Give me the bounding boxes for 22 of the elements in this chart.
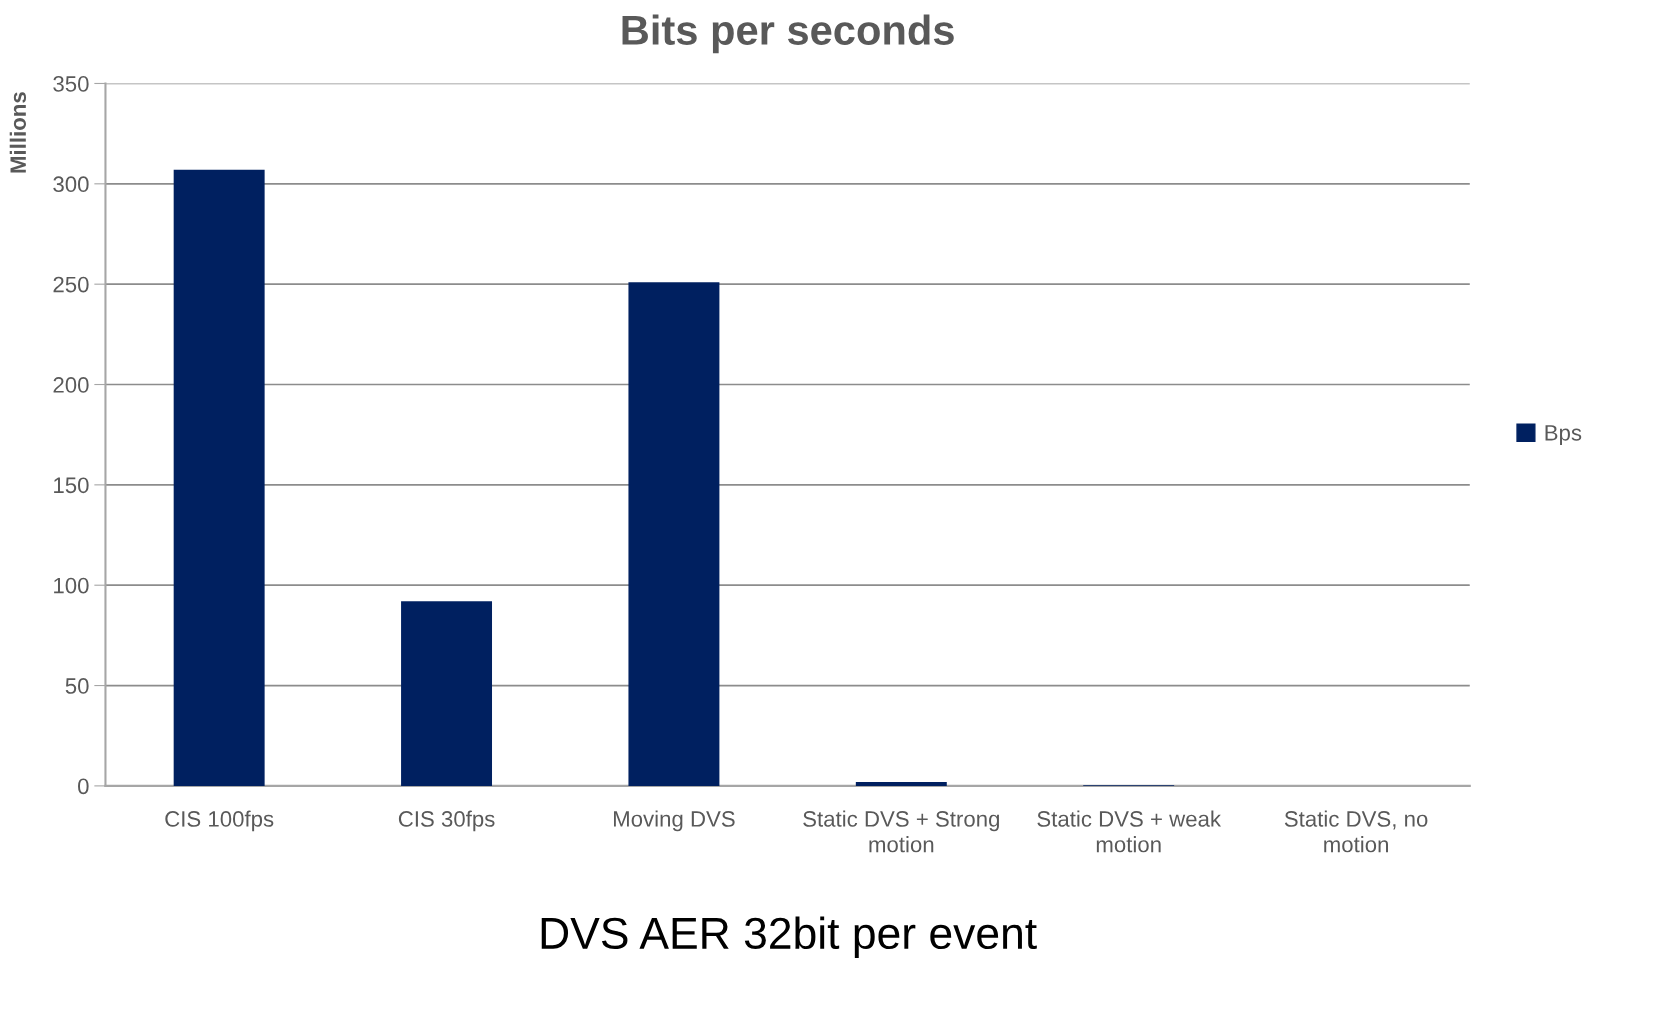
x-axis-title: DVS AER 32bit per event	[541, 916, 1037, 958]
legend-label: Bps	[1545, 425, 1582, 446]
y-tick-label: 200	[53, 377, 89, 393]
y-tick-label: 0	[78, 778, 89, 795]
bar	[628, 282, 720, 786]
y-axis-title: Millions	[9, 92, 27, 173]
y-tick-label: 50	[65, 678, 89, 694]
y-tick-label: 150	[54, 477, 89, 494]
x-tick-label: Static DVS + weak motion	[1037, 810, 1222, 853]
chart-title: Bits per seconds	[622, 14, 954, 54]
bar	[173, 169, 265, 786]
x-tick-label: CIS 30fps	[398, 810, 495, 832]
x-tick-label: Moving DVS	[614, 810, 735, 832]
y-tick-label: 250	[53, 276, 89, 293]
y-tick-label: 300	[53, 176, 89, 193]
y-tick-label: 100	[54, 577, 89, 594]
bar	[855, 781, 947, 786]
x-tick-label: Static DVS + Strong motion	[803, 810, 999, 853]
y-tick-label: 350	[53, 76, 89, 92]
x-tick-label: Static DVS, no motion	[1284, 810, 1428, 853]
x-tick-label: CIS 100fps	[165, 810, 274, 832]
bar	[401, 601, 493, 786]
